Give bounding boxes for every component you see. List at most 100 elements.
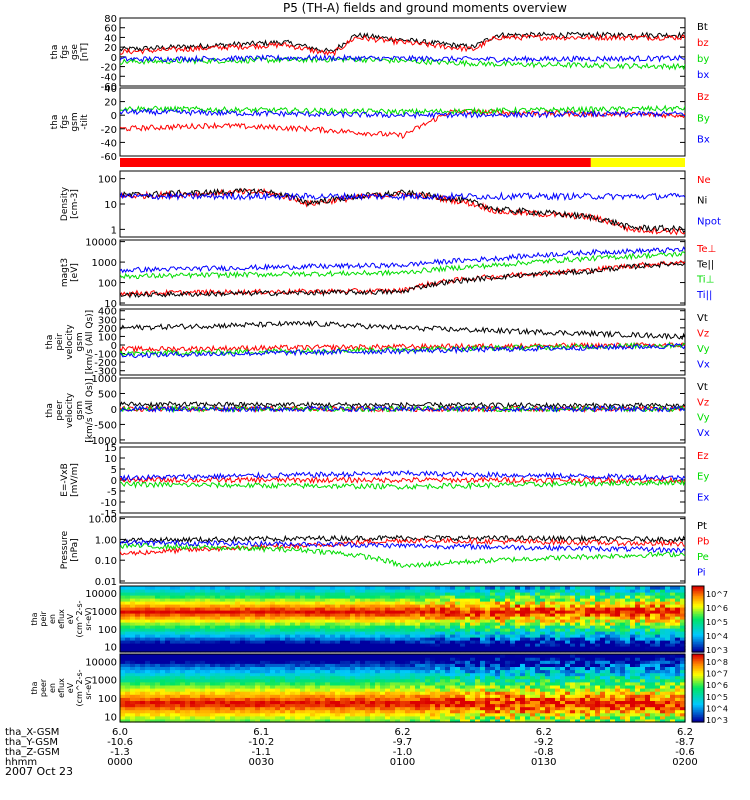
spectrogram-cell [130,666,136,671]
spectrogram-cell [140,697,146,701]
spectrogram-cell [365,637,371,641]
spectrogram-cell [135,669,141,674]
spectrogram-cell [480,709,486,714]
spectrogram-cell [510,643,516,647]
spectrogram-cell [550,663,556,667]
spectrogram-cell [440,712,446,717]
spectrogram-cell [225,601,231,605]
spectrogram-cell [385,709,391,714]
spectrogram-cell [350,631,356,635]
spectrogram-cell [655,610,661,614]
spectrogram-cell [135,613,141,617]
spectrogram-cell [200,646,206,650]
spectrogram-cell [240,654,246,658]
spectrogram-cell [285,700,291,705]
spectrogram-cell [295,718,301,723]
spectrogram-cell [605,646,611,650]
spectrogram-cell [305,586,311,590]
spectrogram-cell [505,619,511,623]
spectrogram-cell [155,697,161,701]
spectrogram-cell [375,691,381,695]
spectrogram-cell [170,688,176,692]
spectrogram-cell [500,718,506,723]
spectrogram-cell [510,589,516,593]
spectrogram-cell [590,616,596,620]
spectrogram-cell [475,646,481,650]
spectrogram-cell [330,712,336,717]
spectrogram-cell [555,678,561,683]
spectrogram-cell [345,700,351,705]
spectrogram-cell [410,628,416,632]
spectrogram-cell [500,646,506,650]
y-axis-label: tha peir velocity gsm [km/s (All Qs)] [45,310,95,374]
spectrogram-cell [330,709,336,714]
spectrogram-cell [575,586,581,590]
spectrogram-cell [190,706,196,711]
spectrogram-cell [590,709,596,714]
spectrogram-cell [130,706,136,711]
spectrogram-cell [140,604,146,608]
spectrogram-cell [555,640,561,644]
spectrogram-cell [550,681,556,686]
spectrogram-cell [285,625,291,629]
spectrogram-cell [410,657,416,661]
spectrogram-cell [135,691,141,695]
colorbar-cell [692,628,704,632]
spectrogram-cell [200,616,206,620]
spectrogram-cell [370,688,376,692]
spectrogram-cell [440,619,446,623]
spectrogram-cell [390,691,396,695]
spectrogram-cell [315,604,321,608]
spectrogram-cell [185,691,191,695]
spectrogram-cell [510,672,516,677]
spectrogram-cell [255,675,261,680]
y-tick-label: -200 [94,358,117,369]
y-tick-label: 1.00 [95,535,117,546]
spectrogram-cell [300,634,306,638]
spectrogram-cell [175,589,181,593]
series-Pe [120,542,685,569]
spectrogram-cell [200,715,206,720]
spectrogram-cell [260,625,266,629]
spectrogram-cell [130,709,136,714]
spectrogram-cell [505,697,511,701]
spectrogram-cell [455,649,461,653]
spectrogram-cell [620,586,626,590]
spectrogram-cell [555,622,561,626]
spectrogram-cell [515,688,521,692]
legend-Pt: Pt [697,521,707,532]
spectrogram-cell [320,709,326,714]
spectrogram-cell [275,649,281,653]
spectrogram-cell [385,595,391,599]
spectrogram-cell [120,604,126,608]
spectrogram-cell [175,684,181,689]
spectrogram-cell [215,610,221,614]
spectrogram-cell [600,610,606,614]
spectrogram-cell [420,706,426,711]
spectrogram-cell [500,663,506,667]
spectrogram-cell [345,709,351,714]
spectrogram-cell [300,672,306,677]
spectrogram-cell [140,610,146,614]
spectrogram-cell [395,613,401,617]
spectrogram-cell [495,598,501,602]
spectrogram-cell [500,660,506,664]
spectrogram-cell [655,634,661,638]
spectrogram-cell [300,637,306,641]
spectrogram-cell [400,622,406,626]
spectrogram-cell [140,666,146,671]
spectrogram-cell [530,678,536,683]
spectrogram-cell [340,637,346,641]
spectrogram-cell [190,586,196,590]
spectrogram-cell [495,637,501,641]
spectrogram-cell [490,672,496,677]
spectrogram-cell [215,712,221,717]
spectrogram-cell [245,709,251,714]
spectrogram-cell [365,619,371,623]
spectrogram-cell [250,643,256,647]
spectrogram-cell [440,706,446,711]
spectrogram-cell [240,643,246,647]
spectrogram-cell [395,586,401,590]
spectrogram-cell [255,622,261,626]
spectrogram-cell [450,697,456,701]
